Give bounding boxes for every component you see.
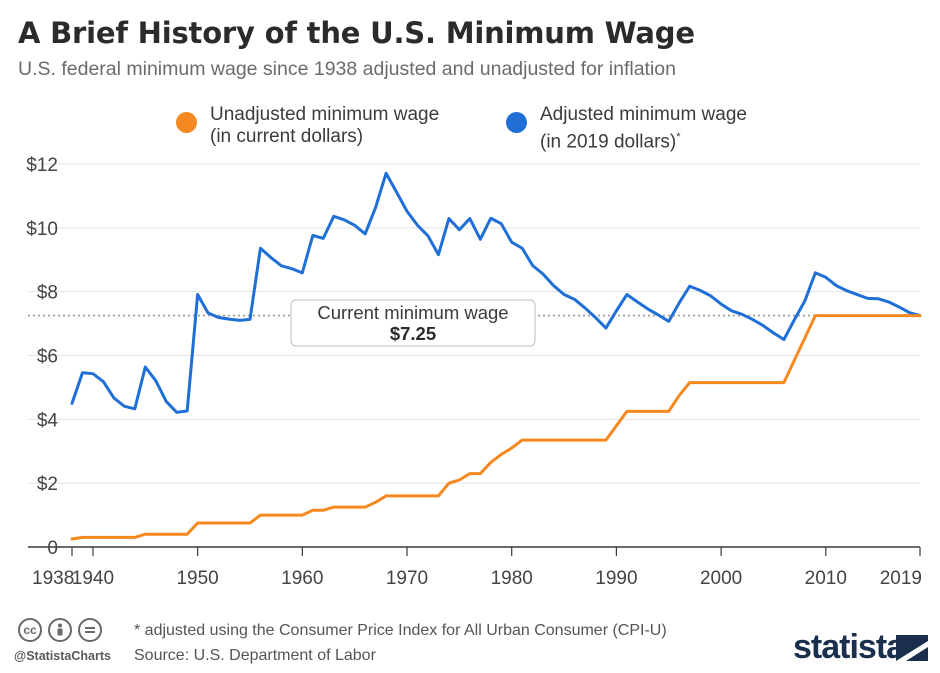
- creative-commons-icon: cc: [18, 618, 42, 642]
- license-icons: cc: [18, 618, 102, 642]
- series-line-adjusted: [70, 171, 922, 414]
- footnote-marker: *: [676, 131, 681, 143]
- legend-swatch-adjusted: [506, 112, 527, 133]
- x-tick-label-2000: 2000: [700, 568, 742, 589]
- x-tick-label-1938: 1938: [32, 568, 74, 589]
- chart-title: A Brief History of the U.S. Minimum Wage: [18, 16, 695, 50]
- legend-label-adjusted-line2: (in 2019 dollars)*: [540, 126, 747, 153]
- x-tick-label-1970: 1970: [386, 568, 428, 589]
- x-tick-label-1940: 1940: [72, 568, 114, 589]
- y-tick-label-4: $4: [37, 410, 59, 431]
- legend-label-adjusted-line2-text: (in 2019 dollars): [540, 131, 677, 153]
- y-tick-label-0: 0: [47, 538, 58, 559]
- source-note: Source: U.S. Department of Labor: [134, 647, 376, 664]
- x-tick-label-1980: 1980: [491, 568, 533, 589]
- y-tick-label-8: $8: [37, 283, 58, 304]
- y-tick-label-6: $6: [37, 347, 58, 368]
- y-tick-label-10: $10: [26, 219, 58, 240]
- statista-charts-handle[interactable]: @StatistaCharts: [14, 649, 111, 663]
- x-tick-label-2010: 2010: [805, 568, 847, 589]
- annotation-box: [290, 299, 536, 347]
- chart-subtitle: U.S. federal minimum wage since 1938 adj…: [18, 58, 676, 80]
- x-tick-label-1950: 1950: [176, 568, 218, 589]
- annotation-label: Current minimum wage: [317, 302, 508, 323]
- y-tick-label-2: $2: [37, 474, 58, 495]
- x-tick-label-1960: 1960: [281, 568, 323, 589]
- statista-logo-icon: [896, 635, 928, 661]
- attribution-icon: [48, 618, 72, 642]
- x-tick-label-2019: 2019: [880, 568, 922, 589]
- no-derivatives-icon: [78, 618, 102, 642]
- legend-label-adjusted: Adjusted minimum wage (in 2019 dollars)*: [540, 104, 747, 153]
- legend-item-unadjusted: Unadjusted minimum wage (in current doll…: [176, 104, 439, 148]
- y-tick-label-12: $12: [26, 155, 58, 176]
- legend-label-unadjusted: Unadjusted minimum wage (in current doll…: [210, 104, 439, 148]
- series-line-unadjusted: [70, 314, 922, 541]
- legend-label-adjusted-line1: Adjusted minimum wage: [540, 104, 747, 125]
- statista-logo[interactable]: statista: [793, 628, 905, 666]
- x-tick-label-1990: 1990: [595, 568, 637, 589]
- equals-glyph: [85, 627, 95, 633]
- footnote: * adjusted using the Consumer Price Inde…: [134, 622, 667, 639]
- legend-swatch-unadjusted: [176, 112, 197, 133]
- legend-label-unadjusted-line1: Unadjusted minimum wage: [210, 104, 440, 125]
- person-glyph: [57, 623, 63, 636]
- legend-label-unadjusted-line2: (in current dollars): [210, 126, 364, 147]
- annotation-value: $7.25: [390, 323, 436, 344]
- legend-item-adjusted: Adjusted minimum wage (in 2019 dollars)*: [506, 104, 747, 153]
